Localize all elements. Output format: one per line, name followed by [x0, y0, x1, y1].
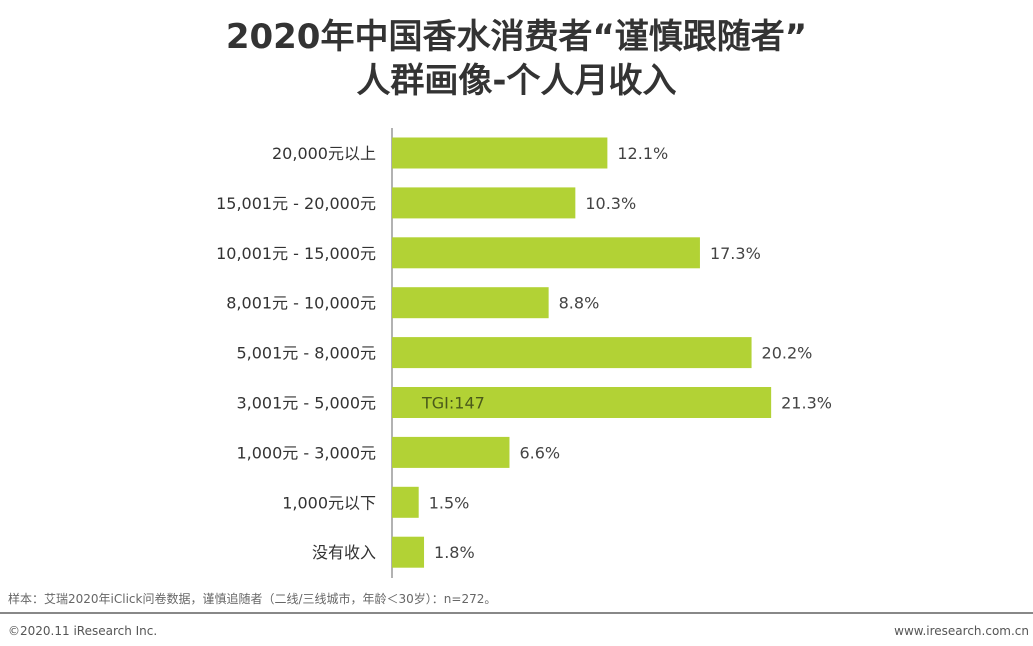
- data-label: 6.6%: [519, 443, 560, 462]
- sample-note: 样本：艾瑞2020年iClick问卷数据，谨慎追随者（二线/三线城市，年龄＜30…: [8, 592, 497, 606]
- data-label: 17.3%: [710, 244, 761, 263]
- bar: [392, 387, 772, 418]
- footer-divider: [0, 612, 1033, 614]
- category-label: 10,001元 - 15,000元: [216, 244, 376, 263]
- chart-title-line1: 2020年中国香水消费者“谨慎跟随者”: [225, 17, 808, 57]
- bar: [392, 137, 608, 169]
- data-label: 1.5%: [429, 493, 470, 512]
- category-label: 1,000元以下: [282, 493, 376, 512]
- bar: [392, 536, 425, 568]
- bar: [392, 237, 700, 269]
- category-label: 没有收入: [312, 543, 376, 562]
- tgi-annotation: TGI:147: [421, 394, 485, 413]
- data-label: 21.3%: [781, 394, 832, 413]
- category-label: 20,000元以上: [272, 144, 376, 163]
- website-link[interactable]: www.iresearch.com.cn: [894, 624, 1029, 638]
- bar: [392, 287, 549, 319]
- data-label: 12.1%: [617, 144, 668, 163]
- bar: [392, 187, 576, 219]
- category-label: 8,001元 - 10,000元: [226, 294, 376, 313]
- copyright: ©2020.11 iResearch Inc.: [8, 624, 158, 638]
- category-label: 5,001元 - 8,000元: [236, 344, 376, 363]
- chart-title-line2: 人群画像-个人月收入: [356, 61, 677, 101]
- category-label: 3,001元 - 5,000元: [236, 394, 376, 413]
- bar: [392, 436, 510, 468]
- category-label: 1,000元 - 3,000元: [236, 443, 376, 462]
- data-label: 1.8%: [434, 543, 475, 562]
- bar-chart: 20,000元以上 12.1% 15,001元 - 20,000元 10.3% 10,0…: [216, 128, 832, 578]
- category-label: 15,001元 - 20,000元: [216, 194, 376, 213]
- bar: [392, 486, 419, 518]
- bar: [392, 337, 752, 369]
- data-label: 20.2%: [762, 344, 813, 363]
- data-label: 8.8%: [559, 294, 600, 313]
- data-label: 10.3%: [585, 194, 636, 213]
